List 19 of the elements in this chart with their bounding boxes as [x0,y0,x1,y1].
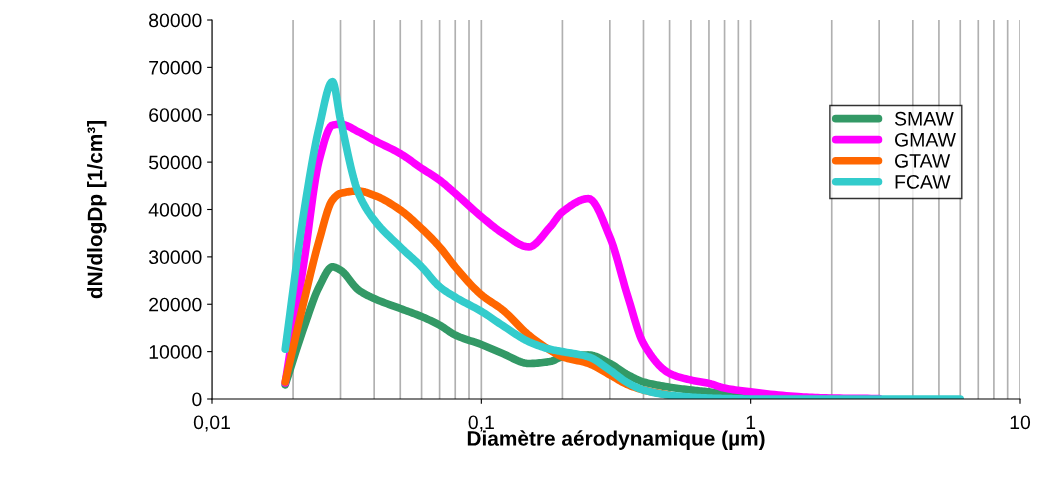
y-tick-label: 80000 [149,13,202,28]
x-tick-label: 1 [746,415,756,430]
legend-label: GTAW [895,153,951,168]
y-tick-label: 10000 [149,345,202,359]
x-tick-label: 10 [1010,415,1031,430]
y-tick-label: 70000 [149,60,202,75]
legend-label: FCAW [895,175,951,189]
y-tick-label: 20000 [149,297,202,312]
y-tick-label: 50000 [148,155,202,170]
y-tick-label: 60000 [149,108,202,122]
legend-label: SMAW [894,111,954,126]
x-tick-label: 0,1 [468,415,494,432]
y-tick-label: 40000 [148,202,202,217]
x-axis-title: Diamètre aérodynamique (µm) [467,430,765,450]
x-tick-label: 0,01 [193,415,230,432]
y-tick-label: 0 [192,392,202,407]
y-tick-label: 30000 [148,250,202,265]
y-axis-title: dN/dlogDp [1/cm³] [87,120,107,299]
legend-label: GMAW [895,132,956,147]
